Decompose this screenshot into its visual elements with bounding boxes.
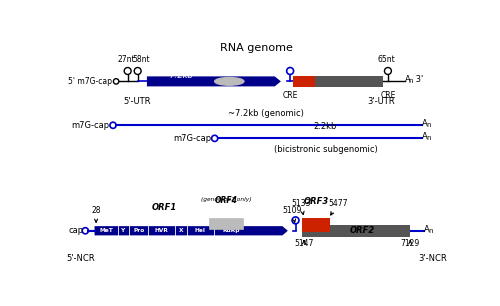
Text: cap: cap	[68, 226, 84, 235]
Text: ORF4: ORF4	[214, 196, 238, 205]
Bar	[208, 218, 243, 229]
FancyArrow shape	[94, 226, 288, 235]
Text: Pro: Pro	[133, 228, 144, 233]
Text: RdRp: RdRp	[222, 228, 240, 233]
Text: 3': 3'	[412, 75, 423, 84]
Text: ~7.2kb (genomic): ~7.2kb (genomic)	[228, 109, 304, 118]
Text: 5147: 5147	[294, 240, 314, 248]
Text: RNA genome: RNA genome	[220, 43, 292, 53]
Text: 3'-NCR: 3'-NCR	[418, 254, 446, 263]
Text: 5477: 5477	[328, 199, 347, 215]
Text: ORF3: ORF3	[304, 197, 329, 206]
FancyArrow shape	[147, 76, 281, 86]
Text: n: n	[426, 135, 431, 141]
Text: ORF1: ORF1	[151, 203, 176, 212]
Text: Hel: Hel	[195, 228, 206, 233]
Text: 7129: 7129	[400, 240, 420, 248]
Text: 5133: 5133	[291, 199, 310, 215]
Text: CRE: CRE	[282, 91, 298, 100]
Text: 3'-UTR: 3'-UTR	[367, 97, 395, 106]
Text: n: n	[426, 122, 431, 128]
Text: n: n	[428, 228, 433, 234]
Bar	[293, 76, 384, 87]
Bar	[302, 225, 410, 237]
Text: A: A	[422, 132, 428, 141]
Text: n: n	[408, 78, 413, 84]
Bar	[293, 76, 315, 87]
Text: 5' m7G-cap: 5' m7G-cap	[68, 77, 112, 86]
Text: m7G-cap: m7G-cap	[72, 121, 110, 130]
Text: A: A	[405, 75, 410, 84]
Text: A: A	[422, 119, 428, 128]
Text: m7G-cap: m7G-cap	[173, 134, 211, 143]
Text: 5'-UTR: 5'-UTR	[123, 97, 150, 106]
Text: 65nt: 65nt	[378, 55, 396, 64]
Text: 2.2kb: 2.2kb	[314, 122, 337, 132]
Text: MeT: MeT	[99, 228, 113, 233]
Bar	[302, 218, 330, 232]
Text: 5109: 5109	[283, 206, 302, 222]
Text: Y: Y	[122, 228, 126, 233]
Text: 5'-NCR: 5'-NCR	[66, 254, 95, 263]
Ellipse shape	[214, 77, 244, 85]
Text: ~7.2kb: ~7.2kb	[162, 72, 193, 80]
Text: (genotype1 only): (genotype1 only)	[200, 196, 251, 201]
Text: A: A	[424, 225, 430, 234]
Bar	[293, 76, 315, 87]
Text: X: X	[179, 228, 184, 233]
Text: 27nt: 27nt	[118, 55, 135, 64]
Text: (bicistronic subgenomic): (bicistronic subgenomic)	[274, 144, 378, 154]
Text: ORF2: ORF2	[350, 226, 375, 235]
Text: 28: 28	[92, 206, 101, 222]
Text: CRE: CRE	[380, 91, 396, 100]
Text: 58nt: 58nt	[132, 55, 150, 64]
Text: HVR: HVR	[155, 228, 169, 233]
